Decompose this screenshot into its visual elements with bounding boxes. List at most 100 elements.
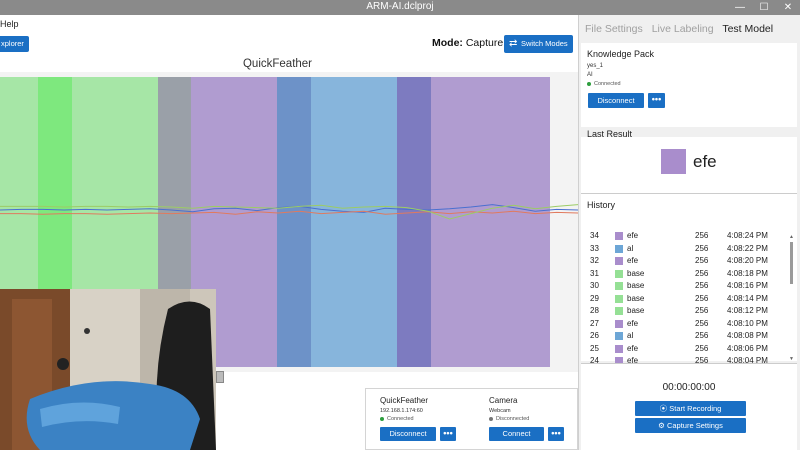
device-status: Disconnected (489, 416, 529, 422)
swap-icon: ⇄ (509, 38, 518, 49)
maximize-icon[interactable]: ☐ (759, 2, 769, 13)
knowledge-pack-more-button[interactable]: ••• (648, 93, 665, 108)
device-panel: QuickFeather 192.168.1.174:60 Connected … (365, 388, 578, 450)
history-section: History 34 efe 256 4:08:24 PM 33 al 256 4:08:22… (581, 193, 797, 365)
mode-key: Mode: (432, 37, 463, 49)
history-count: 256 (695, 318, 709, 328)
history-color-swatch (615, 294, 623, 303)
last-result-section: Last Result efe (581, 129, 797, 195)
history-time: 4:08:20 PM (727, 256, 768, 265)
knowledge-pack-status-text: Connected (594, 81, 621, 87)
knowledge-pack-section: Knowledge Pack yes_1 AI Connected Discon… (581, 43, 797, 127)
quickfeather-disconnect-button[interactable]: Disconnect (380, 427, 436, 441)
history-label: efe (627, 318, 639, 328)
history-count: 256 (695, 231, 709, 240)
window-title: ARM-AI.dclproj (366, 1, 434, 12)
history-id: 28 (590, 306, 599, 315)
history-row[interactable]: 24 efe 256 4:08:04 PM (587, 356, 787, 368)
label-segment[interactable] (431, 77, 550, 367)
history-count: 256 (695, 343, 709, 353)
device-address: Webcam (489, 408, 511, 414)
history-time: 4:08:08 PM (727, 331, 768, 340)
webcam-image (0, 289, 216, 450)
last-result-color-swatch (661, 149, 686, 174)
history-row[interactable]: 29 base 256 4:08:14 PM (587, 294, 787, 306)
history-id: 29 (590, 293, 599, 303)
explorer-button[interactable]: xplorer (0, 36, 29, 52)
history-time: 4:08:24 PM (727, 231, 768, 240)
device-status-text: Connected (387, 416, 414, 422)
recording-section: 00:00:00:00 ⦿ Start Recording ⚙ Capture … (581, 363, 797, 450)
chart-title: QuickFeather (242, 58, 313, 70)
history-heading: History (587, 200, 616, 210)
mode-value: Capture (465, 37, 504, 49)
knowledge-pack-type: AI (587, 72, 593, 78)
scroll-up-icon[interactable]: ▲ (789, 234, 794, 240)
history-row[interactable]: 25 efe 256 4:08:06 PM (587, 344, 787, 356)
switch-modes-label: Switch Modes (521, 39, 568, 48)
history-id: 30 (590, 281, 599, 290)
switch-modes-button[interactable]: ⇄ Switch Modes (504, 35, 573, 53)
menu-help[interactable]: Help (0, 19, 19, 29)
capture-settings-button[interactable]: ⚙ Capture Settings (635, 418, 746, 433)
history-count: 256 (695, 256, 709, 265)
history-row[interactable]: 27 efe 256 4:08:10 PM (587, 319, 787, 331)
history-color-swatch (615, 332, 623, 340)
history-row[interactable]: 34 efe 256 4:08:24 PM (587, 231, 787, 243)
history-time: 4:08:04 PM (727, 356, 768, 365)
device-name: Camera (489, 396, 518, 405)
scrollbar-thumb[interactable] (790, 242, 793, 284)
label-segment[interactable] (311, 77, 397, 367)
history-label: al (627, 331, 634, 340)
quickfeather-more-button[interactable]: ••• (440, 427, 456, 441)
history-row[interactable]: 33 al 256 4:08:22 PM (587, 244, 787, 256)
recording-timer: 00:00:00:00 (662, 382, 716, 393)
tab-live-labeling[interactable]: Live Labeling (651, 23, 714, 35)
history-count: 256 (695, 243, 709, 253)
minimize-icon[interactable]: — (735, 2, 745, 13)
resize-handle[interactable] (216, 371, 224, 383)
close-icon[interactable]: ✕ (783, 2, 793, 13)
tab-file-settings[interactable]: File Settings (585, 23, 643, 35)
history-time: 4:08:06 PM (727, 343, 768, 353)
history-row[interactable]: 30 base 256 4:08:16 PM (587, 281, 787, 293)
panel-tabs: File Settings Live Labeling Test Model (585, 23, 779, 35)
history-row[interactable]: 28 base 256 4:08:12 PM (587, 306, 787, 318)
camera-connect-button[interactable]: Connect (489, 427, 544, 441)
device-name: QuickFeather (380, 396, 429, 405)
label-segment[interactable] (277, 77, 311, 367)
history-time: 4:08:14 PM (727, 293, 768, 303)
knowledge-pack-disconnect-button[interactable]: Disconnect (588, 93, 644, 108)
history-count: 256 (695, 293, 709, 303)
history-label: efe (627, 256, 639, 265)
history-row[interactable]: 32 efe 256 4:08:20 PM (587, 256, 787, 268)
history-row[interactable]: 26 al 256 4:08:08 PM (587, 331, 787, 343)
history-label: efe (627, 231, 639, 240)
last-result-heading: Last Result (587, 129, 633, 139)
label-segment[interactable] (397, 77, 431, 367)
signal-plot (0, 204, 578, 220)
history-row[interactable]: 31 base 256 4:08:18 PM (587, 269, 787, 281)
tab-test-model[interactable]: Test Model (722, 23, 774, 35)
history-scrollbar[interactable]: ▲ ▼ (789, 234, 794, 362)
start-recording-button[interactable]: ⦿ Start Recording (635, 401, 746, 416)
knowledge-pack-heading: Knowledge Pack (587, 49, 655, 59)
mode-indicator: Mode: Capture (432, 37, 503, 49)
signal-line (0, 204, 578, 220)
history-id: 34 (590, 231, 599, 240)
history-color-swatch (615, 257, 623, 265)
history-id: 33 (590, 243, 599, 253)
camera-more-button[interactable]: ••• (548, 427, 564, 441)
signal-line (0, 210, 578, 215)
history-time: 4:08:18 PM (727, 268, 768, 278)
history-count: 256 (695, 331, 709, 340)
right-panel: File Settings Live Labeling Test Model K… (578, 15, 800, 450)
history-color-swatch (615, 244, 623, 253)
record-icon: ⦿ (659, 404, 668, 413)
history-color-swatch (615, 269, 623, 278)
history-label: efe (627, 356, 639, 365)
history-time: 4:08:12 PM (727, 306, 768, 315)
device-address: 192.168.1.174:60 (380, 408, 423, 414)
history-id: 31 (590, 268, 599, 278)
scroll-down-icon[interactable]: ▼ (789, 356, 794, 362)
